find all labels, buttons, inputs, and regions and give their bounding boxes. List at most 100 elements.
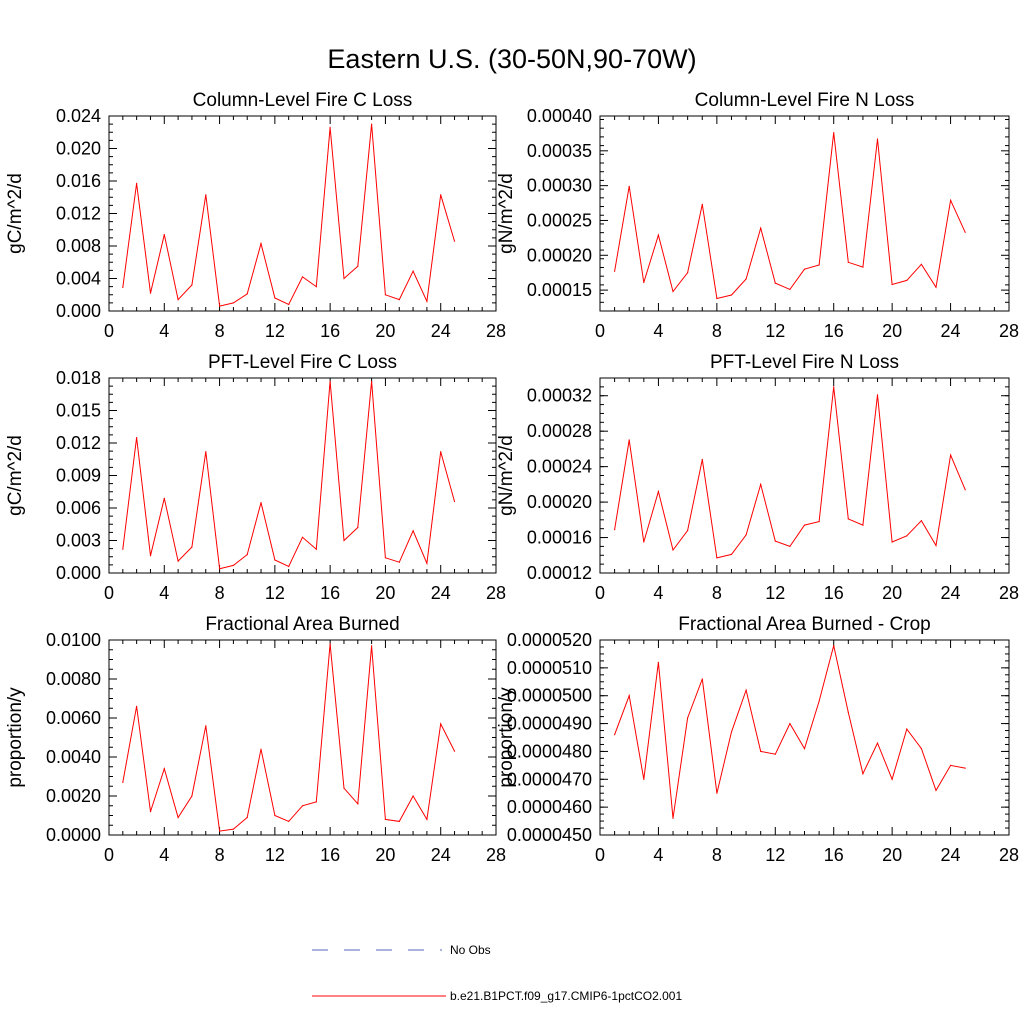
y-tick-label: 0.012 <box>56 433 101 453</box>
data-point <box>412 530 414 532</box>
data-point <box>935 789 937 792</box>
data-point <box>371 380 373 382</box>
data-point <box>628 695 630 697</box>
y-tick-label: 0.00035 <box>527 141 592 161</box>
x-tick-label: 8 <box>215 583 225 603</box>
data-point <box>730 294 733 296</box>
data-point <box>950 454 952 456</box>
series-line-model <box>614 132 966 300</box>
y-tick-label: 0.024 <box>56 106 101 126</box>
x-tick-label: 24 <box>431 583 451 603</box>
data-point <box>657 661 660 663</box>
data-point <box>398 299 400 301</box>
data-point <box>643 778 645 780</box>
data-point <box>745 534 747 536</box>
x-tick-label: 20 <box>375 321 395 341</box>
data-point <box>357 526 359 529</box>
data-point <box>219 568 221 570</box>
panel-title: Column-Level Fire C Loss <box>193 90 413 111</box>
data-point <box>301 276 304 278</box>
data-point <box>628 439 630 441</box>
x-tick-label: 4 <box>159 583 169 603</box>
y-axis-label: gC/m^2/d <box>5 173 26 254</box>
x-tick-label: 8 <box>215 845 225 865</box>
x-tick-label: 28 <box>486 845 506 865</box>
x-tick-label: 20 <box>375 845 395 865</box>
y-tick-label: 0.0040 <box>46 747 101 767</box>
data-point <box>329 643 331 645</box>
y-tick-label: 0.0000470 <box>507 769 592 789</box>
data-point <box>818 521 820 523</box>
x-tick-label: 0 <box>595 583 605 603</box>
data-point <box>862 773 864 775</box>
chart-panel-3: PFT-Level Fire C Loss gC/m^2/d 0 4 8 12 16 20 24… <box>5 352 506 603</box>
data-point <box>191 284 193 286</box>
data-point <box>205 194 207 196</box>
y-tick-label: 0.008 <box>56 236 101 256</box>
data-point <box>906 279 908 281</box>
data-point <box>643 541 645 543</box>
x-tick-label: 28 <box>486 583 506 603</box>
panel-title: PFT-Level Fire C Loss <box>208 352 397 373</box>
data-point <box>847 261 849 263</box>
data-point <box>398 561 400 563</box>
data-point <box>412 270 414 272</box>
data-point <box>964 489 966 491</box>
data-point <box>774 540 776 542</box>
data-point <box>672 549 674 551</box>
data-point <box>789 545 791 548</box>
data-point <box>657 234 660 236</box>
data-point <box>343 277 345 280</box>
y-tick-label: 0.006 <box>56 498 101 518</box>
data-point <box>701 203 703 205</box>
data-point <box>789 288 791 290</box>
data-point <box>833 132 835 134</box>
x-tick-label: 16 <box>320 845 340 865</box>
x-tick-label: 20 <box>375 583 395 603</box>
data-point <box>315 801 317 803</box>
data-point <box>833 645 835 647</box>
chart-panel-1: Column-Level Fire C Loss gC/m^2/d 0 4 8 12 16 2… <box>5 90 506 341</box>
data-point <box>343 539 345 542</box>
data-point <box>440 451 442 453</box>
data-point <box>246 554 248 556</box>
legend: No Obs b.e21.B1PCT.f09_g17.CMIP6-1pctCO2… <box>312 943 682 1003</box>
data-point <box>122 286 124 288</box>
data-point <box>716 557 718 559</box>
data-point <box>232 828 234 830</box>
chart-panel-6: Fractional Area Burned - Crop proportion/… <box>496 614 1019 865</box>
x-tick-label: 4 <box>653 583 663 603</box>
y-axis-label: proportion/y <box>496 687 517 788</box>
y-tick-label: 0.0000480 <box>507 741 592 761</box>
data-point <box>876 138 879 140</box>
data-point <box>440 723 442 725</box>
data-point <box>288 303 290 306</box>
x-tick-label: 4 <box>653 321 663 341</box>
y-tick-label: 0.00020 <box>527 492 592 512</box>
x-tick-label: 0 <box>104 845 114 865</box>
data-point <box>149 555 152 557</box>
x-tick-label: 0 <box>595 321 605 341</box>
data-point <box>136 437 138 439</box>
data-point <box>426 818 428 821</box>
data-point <box>205 725 207 727</box>
x-tick-label: 12 <box>265 845 285 865</box>
x-tick-label: 0 <box>104 583 114 603</box>
data-point <box>803 524 806 526</box>
data-point <box>288 820 290 823</box>
data-point <box>862 266 864 268</box>
data-point <box>219 305 221 307</box>
y-axis-label: proportion/y <box>5 687 26 788</box>
data-point <box>219 830 221 832</box>
data-point <box>122 548 124 550</box>
data-point <box>426 300 428 302</box>
y-tick-label: 0.016 <box>56 171 101 191</box>
data-point <box>891 778 893 780</box>
x-tick-label: 28 <box>486 321 506 341</box>
x-tick-label: 8 <box>712 321 722 341</box>
y-tick-label: 0.012 <box>56 204 101 224</box>
data-point <box>643 281 645 283</box>
data-point <box>950 199 952 201</box>
data-point <box>774 753 776 755</box>
